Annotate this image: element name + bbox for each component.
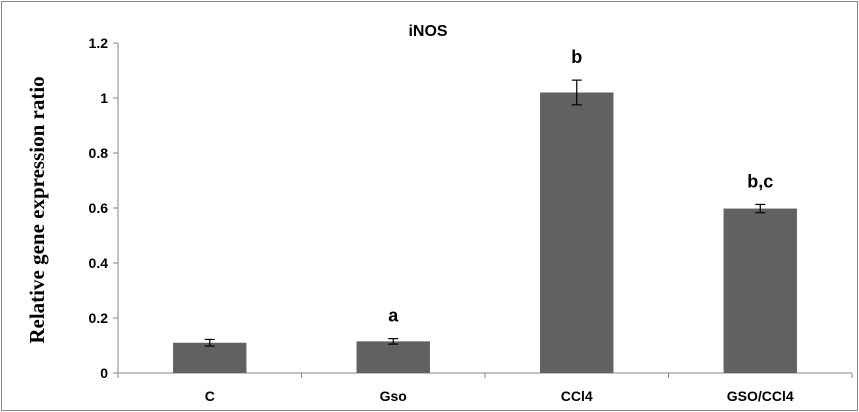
y-tick-label: 0: [100, 365, 108, 381]
x-tick-label: GSO/CCl4: [727, 388, 794, 404]
significance-label: b: [571, 47, 582, 67]
significance-label: a: [388, 306, 399, 326]
bar: [540, 92, 614, 373]
bar: [723, 208, 797, 373]
x-tick-label: CCl4: [561, 388, 593, 404]
y-tick-label: 1.2: [89, 35, 109, 51]
x-tick-label: Gso: [380, 388, 407, 404]
chart-title: iNOS: [408, 23, 447, 40]
bar: [173, 342, 247, 373]
plot-area: 0 0.2 0.4 0.6 0.8 1 1.2 Ca Gso b CCl4 b,c GSO/CCl4: [89, 35, 853, 404]
y-axis-label: Relative gene expression ratio: [25, 76, 49, 343]
y-tick-label: 0.2: [89, 310, 109, 326]
bar: [356, 341, 430, 373]
y-tick-label: 0.8: [89, 145, 109, 161]
y-tick-label: 0.6: [89, 200, 109, 216]
y-tick-label: 0.4: [89, 255, 109, 271]
y-tick-label: 1: [100, 90, 108, 106]
x-tick-label: C: [205, 388, 215, 404]
significance-label: b,c: [747, 171, 773, 191]
